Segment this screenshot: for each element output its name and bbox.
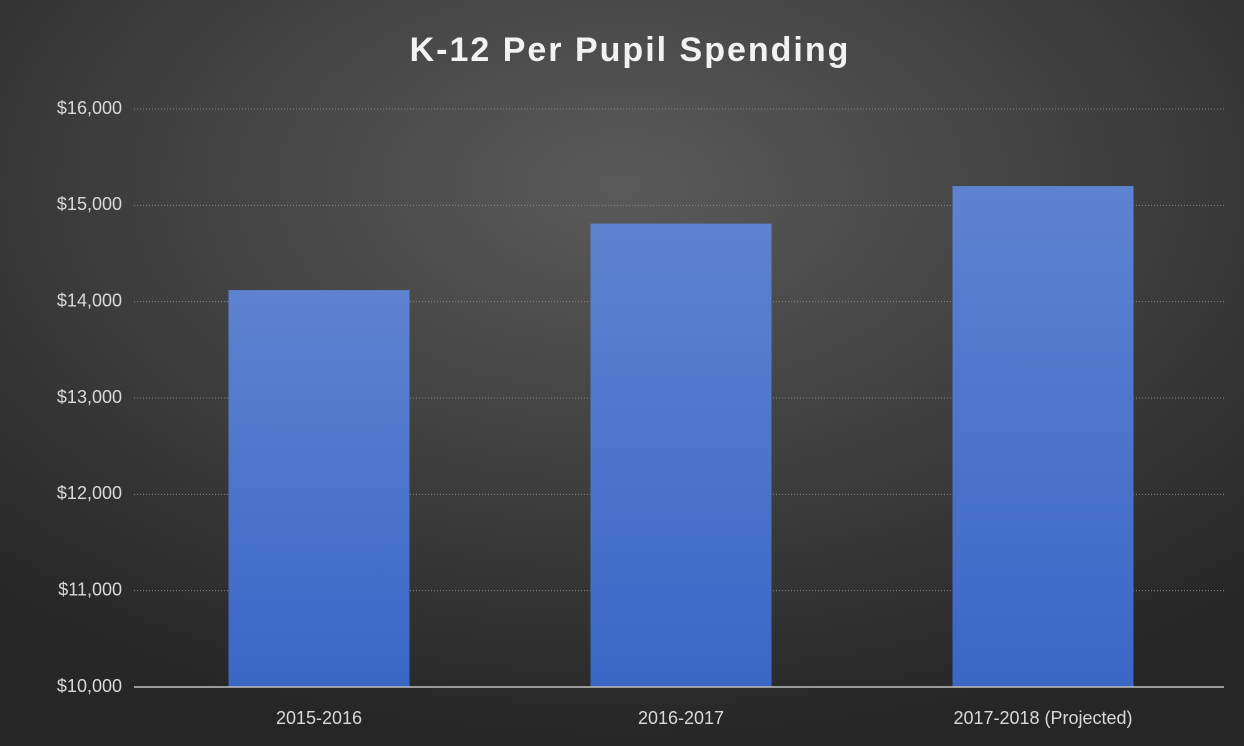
bar (228, 290, 410, 687)
y-tick-label: $14,000 (57, 290, 122, 310)
chart-title: K-12 Per Pupil Spending (410, 31, 851, 69)
y-tick-label: $13,000 (57, 387, 122, 407)
y-tick-label: $12,000 (57, 483, 122, 503)
x-tick-label: 2016-2017 (638, 708, 724, 728)
x-tick-label: 2017-2018 (Projected) (953, 708, 1132, 728)
y-tick-label: $16,000 (57, 98, 122, 118)
y-tick-label: $10,000 (57, 676, 122, 696)
bar (952, 186, 1134, 688)
y-tick-label: $11,000 (58, 579, 122, 599)
y-tick-label: $15,000 (57, 194, 122, 214)
bar (590, 223, 772, 688)
x-tick-label: 2015-2016 (276, 708, 362, 728)
